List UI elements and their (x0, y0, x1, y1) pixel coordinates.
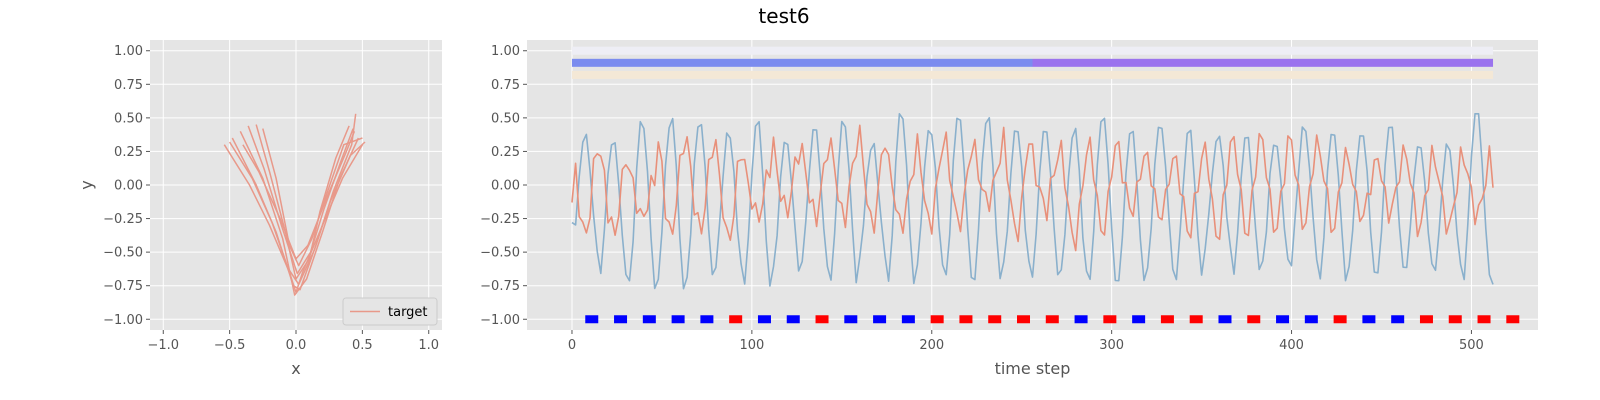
red-marker (1477, 315, 1491, 324)
y-tick-label: 0.25 (114, 145, 143, 160)
blue-marker (642, 315, 656, 324)
y-tick-label: −0.25 (103, 212, 143, 227)
right-plot: 0 100 200 300 400 500 −1.00 −0.75 −0.50 −0.25 0.00… (480, 40, 1538, 378)
x-tick-label: 300 (1099, 338, 1124, 353)
left-plot-y-axis-label: y (77, 180, 96, 189)
band-bar_top_band (571, 46, 1494, 55)
x-tick-label: 200 (919, 338, 944, 353)
red-marker (1247, 315, 1261, 324)
band-bar_purple (1032, 58, 1494, 67)
red-marker (959, 315, 973, 324)
red-marker (1189, 315, 1203, 324)
red-marker (729, 315, 743, 324)
right-plot-x-axis-label: time step (995, 359, 1071, 378)
target-stroke (228, 141, 366, 286)
left-plot-series (223, 113, 366, 296)
blue-marker (844, 315, 858, 324)
left-plot: −1.0 −0.5 0.0 0.5 1.0 −1.00 −0.75 −0.50 −0.25 0.0… (77, 40, 442, 378)
y-tick-label: −1.00 (480, 313, 520, 328)
band-bar_blue (571, 58, 1033, 67)
red-oscillation-line (571, 124, 1494, 252)
red-marker (930, 315, 944, 324)
blue-marker (1304, 315, 1318, 324)
target-stroke (255, 124, 350, 280)
x-tick-label: 0.5 (352, 338, 373, 353)
red-marker (815, 315, 829, 324)
red-marker (1045, 315, 1059, 324)
blue-marker (1362, 315, 1376, 324)
blue-marker (671, 315, 685, 324)
red-marker (1333, 315, 1347, 324)
left-plot-ticks: −1.0 −0.5 0.0 0.5 1.0 −1.00 −0.75 −0.50 −0.25 0.0… (103, 44, 439, 353)
blue-marker (786, 315, 800, 324)
right-plot-markers (585, 315, 1520, 324)
x-tick-label: 500 (1459, 338, 1484, 353)
legend-box (342, 297, 438, 326)
x-tick-label: 0 (568, 338, 576, 353)
blue-marker (1074, 315, 1088, 324)
left-plot-grid (150, 40, 442, 330)
y-tick-label: 1.00 (114, 44, 143, 59)
red-marker (1103, 315, 1117, 324)
blue-oscillation-line (571, 113, 1494, 290)
x-tick-label: 0.0 (286, 338, 307, 353)
y-tick-label: 0.75 (114, 78, 143, 93)
legend-label-target: target (388, 305, 428, 320)
chart-title: test6 (758, 4, 809, 28)
target-stroke (247, 125, 354, 275)
red-marker (1448, 315, 1462, 324)
y-tick-label: −1.00 (103, 313, 143, 328)
blue-marker (873, 315, 887, 324)
blue-marker (1132, 315, 1146, 324)
blue-marker (585, 315, 599, 324)
x-tick-label: 1.0 (418, 338, 439, 353)
red-marker (1506, 315, 1520, 324)
blue-marker (700, 315, 714, 324)
right-plot-bands (571, 46, 1494, 79)
blue-marker (1276, 315, 1290, 324)
y-tick-label: −0.50 (103, 246, 143, 261)
blue-marker (901, 315, 915, 324)
blue-marker (757, 315, 771, 324)
y-tick-label: 0.75 (491, 78, 520, 93)
legend: target (342, 297, 438, 326)
blue-marker (1218, 315, 1232, 324)
red-marker (988, 315, 1002, 324)
y-tick-label: −0.25 (480, 212, 520, 227)
y-tick-label: 0.00 (114, 179, 143, 194)
blue-marker (614, 315, 628, 324)
target-stroke (262, 128, 363, 267)
red-marker (1160, 315, 1174, 324)
right-plot-ticks: 0 100 200 300 400 500 −1.00 −0.75 −0.50 −0.25 0.00… (480, 44, 1484, 353)
blue-marker (1391, 315, 1405, 324)
x-tick-label: −1.0 (147, 338, 179, 353)
y-tick-label: 0.50 (491, 111, 520, 126)
x-tick-label: 100 (739, 338, 764, 353)
x-tick-label: −0.5 (214, 338, 246, 353)
left-plot-x-axis-label: x (291, 359, 300, 378)
y-tick-label: 1.00 (491, 44, 520, 59)
y-tick-label: −0.75 (480, 279, 520, 294)
right-plot-series (571, 113, 1494, 290)
y-tick-label: 0.25 (491, 145, 520, 160)
y-tick-label: 0.50 (114, 111, 143, 126)
y-tick-label: 0.00 (491, 179, 520, 194)
band-bar_bottom_band (571, 70, 1494, 79)
y-tick-label: −0.50 (480, 246, 520, 261)
target-stroke (242, 131, 356, 260)
red-marker (1419, 315, 1433, 324)
x-tick-label: 400 (1279, 338, 1304, 353)
y-tick-label: −0.75 (103, 279, 143, 294)
red-marker (1017, 315, 1031, 324)
